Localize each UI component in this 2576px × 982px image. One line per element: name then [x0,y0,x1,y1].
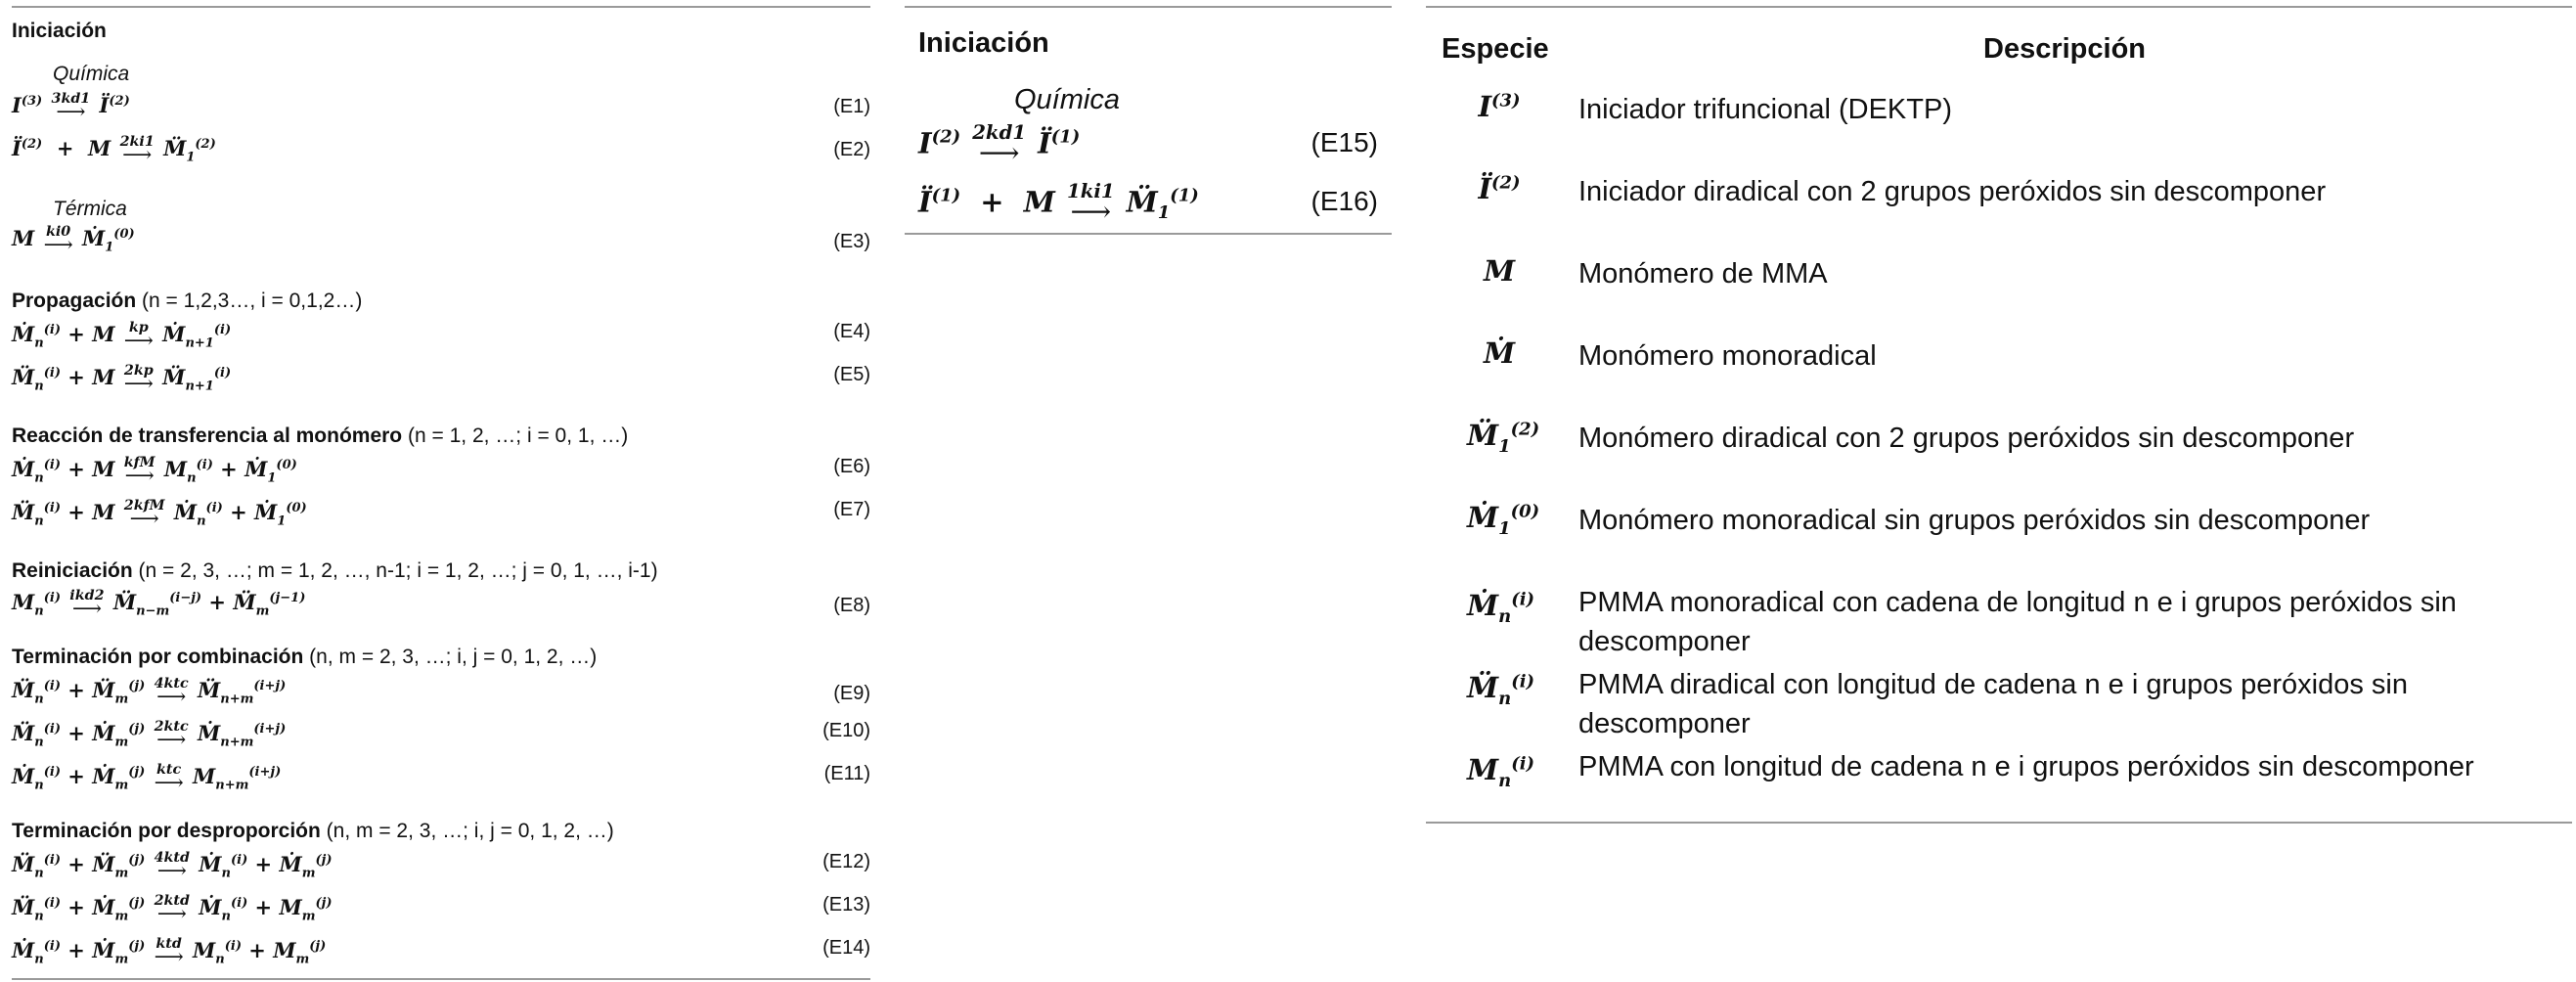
eq-number: (E5) [833,364,870,385]
bottom-rule [905,233,1392,235]
section-monomer-transfer: Reacción de transferencia al monómero (n… [12,424,629,447]
initiation-panel: Iniciación Química I(2) 2kd1 ⟶ Ï(1) (E15)… [905,6,1392,241]
eq-number: (E4) [833,321,870,342]
species-description: Monómero diradical con 2 grupos peróxido… [1578,423,2355,454]
species-symbol: M [1483,254,1516,288]
eq-number: (E11) [823,763,870,784]
eq-number: (E2) [833,139,870,160]
eq-number: (E6) [833,456,870,477]
species-description: Monómero de MMA [1578,258,1828,290]
species-description: PMMA diradical con longitud de cadena n … [1578,669,2408,739]
eq-number: (E13) [822,894,870,915]
species-symbol: M̈1(2) [1467,419,1540,457]
species-table: Especie Descripción I(3) Iniciador trifu… [1426,6,2572,827]
subhead-thermal: Térmica [53,198,127,220]
eq-number: (E7) [833,499,870,520]
species-symbol: I(3) [1478,90,1521,123]
eq-number: (E3) [833,231,870,252]
species-symbol: M̈n(i) [1467,671,1535,709]
panel-title: Iniciación [918,27,1049,59]
section-disproportionation: Terminación por desproporción (n, m = 2,… [12,820,614,842]
species-description: Monómero monoradical [1578,340,1877,372]
bottom-rule [1426,822,2572,824]
species-description: Iniciador diradical con 2 grupos peróxid… [1578,176,2327,207]
eq-number: (E16) [1310,186,1378,216]
eq-number: (E9) [833,683,870,704]
subhead-chemical: Química [53,63,130,85]
header-description: Descripción [1983,33,2146,65]
species-symbol: Ṁn(i) [1467,589,1535,627]
eq-number: (E12) [822,851,870,872]
section-combination: Terminación por combinación (n, m = 2, 3… [12,646,598,668]
species-symbol: Ṁ [1483,336,1516,370]
section-propagation: Propagación (n = 1,2,3…, i = 0,1,2…) [12,290,363,312]
eq-number: (E15) [1310,127,1378,157]
species-symbol: Ï(2) [1478,172,1521,205]
subhead-chemical: Química [1014,84,1120,115]
species-description: Iniciador trifuncional (DEKTP) [1578,94,1952,125]
section-reinitiation: Reiniciación (n = 2, 3, …; m = 1, 2, …, … [12,559,658,582]
top-rule [1426,6,2572,8]
species-description: PMMA con longitud de cadena n e i grupos… [1578,751,2474,782]
top-rule [12,6,870,8]
species-symbol: Mn(i) [1467,753,1535,791]
eq-number: (E10) [822,720,870,741]
top-rule [905,6,1392,8]
species-symbol: Ṁ1(0) [1467,501,1540,539]
reactions-panel: Iniciación Química I(3) 3kd1 ⟶ Ï(2) (E1) … [12,6,870,980]
header-species: Especie [1442,33,1549,65]
eq-number: (E14) [822,937,870,959]
bottom-rule [12,978,870,980]
species-description: PMMA monoradical con cadena de longitud … [1578,587,2457,657]
species-description: Monómero monoradical sin grupos peróxido… [1578,505,2371,536]
eq-number: (E8) [833,595,870,616]
eq-number: (E1) [833,96,870,117]
section-initiation: Iniciación [12,20,107,42]
